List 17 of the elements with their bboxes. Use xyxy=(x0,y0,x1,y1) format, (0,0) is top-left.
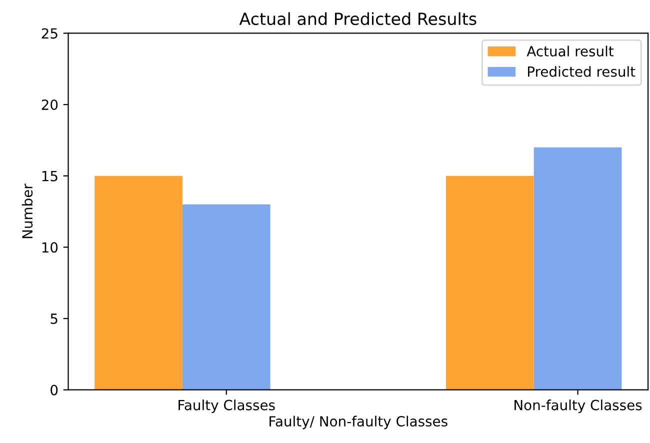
x-axis-title: Faulty/ Non-faulty Classes xyxy=(270,416,448,430)
y-axis-title: Number xyxy=(22,184,33,238)
y-tick-label: 10 xyxy=(42,242,58,253)
y-tick-label: 20 xyxy=(42,100,58,110)
bar xyxy=(534,147,622,390)
x-tick-label: Non-faulty Classes xyxy=(514,400,642,414)
legend-label: Actual result xyxy=(526,46,614,56)
legend-label: Predicted result xyxy=(528,66,636,77)
x-tick-label: Faulty Classes xyxy=(178,400,275,414)
bar xyxy=(182,204,270,390)
chart-title: Actual and Predicted Results xyxy=(239,12,476,26)
y-tick-label: 5 xyxy=(50,314,58,324)
bar xyxy=(446,176,534,390)
y-tick-label: 15 xyxy=(42,171,58,182)
bar xyxy=(94,176,182,390)
y-tick-label: 0 xyxy=(50,384,58,396)
y-tick-label: 25 xyxy=(42,28,58,39)
